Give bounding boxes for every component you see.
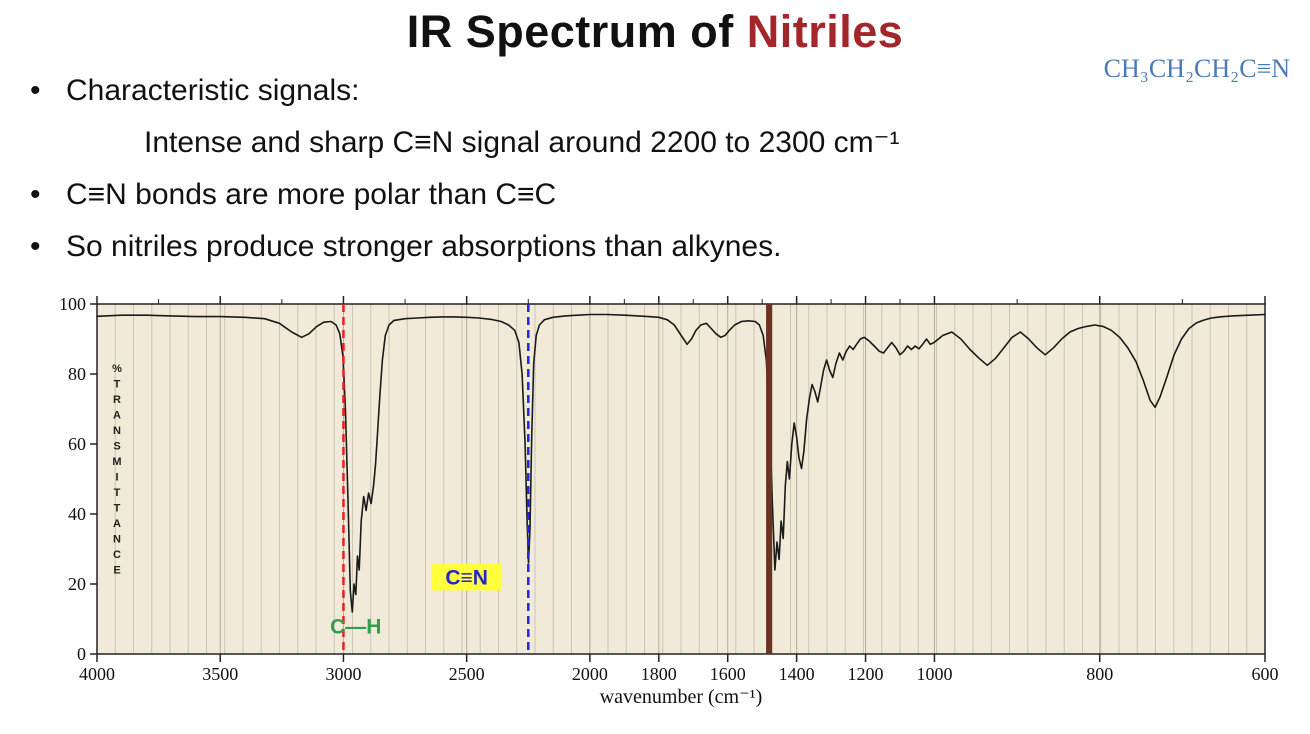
y-tick-label: 100 xyxy=(59,294,86,314)
x-tick-label: 2500 xyxy=(449,664,485,684)
y-axis-title-letter: E xyxy=(113,565,120,577)
x-tick-label: 1000 xyxy=(916,664,952,684)
y-axis-title-letter: S xyxy=(113,441,120,453)
x-tick-label: 800 xyxy=(1086,664,1113,684)
bullet-marker: • xyxy=(30,74,41,107)
y-axis-title-letter: T xyxy=(114,379,121,391)
bullet-subitem: Intense and sharp C≡N signal around 2200… xyxy=(30,120,1310,166)
y-tick-label: 20 xyxy=(68,574,86,594)
title-highlight: Nitriles xyxy=(746,6,904,57)
title-prefix: IR Spectrum of xyxy=(406,6,747,57)
y-axis-title-letter: N xyxy=(113,534,121,546)
y-axis-title-letter: A xyxy=(113,518,121,530)
y-axis-title-letter: C xyxy=(113,549,121,561)
bullet-item: • Characteristic signals: xyxy=(30,68,1310,114)
annotation-c-n-highlight xyxy=(431,563,502,591)
x-tick-label: 3000 xyxy=(325,664,361,684)
x-tick-label: 600 xyxy=(1252,664,1279,684)
annotation-c-h: C—H xyxy=(330,616,381,639)
x-tick-label: 4000 xyxy=(79,664,115,684)
y-tick-label: 40 xyxy=(68,504,86,524)
bullet-marker: • xyxy=(30,230,41,263)
bullet-item: • So nitriles produce stronger absorptio… xyxy=(30,224,1310,270)
y-axis-title-letter: % xyxy=(112,363,122,375)
y-axis-title-letter: A xyxy=(113,410,121,422)
bullet-list: • Characteristic signals: Intense and sh… xyxy=(30,68,1310,270)
y-axis-title-letter: R xyxy=(113,394,121,406)
plot-frame xyxy=(96,303,1266,655)
x-tick-label: 1400 xyxy=(779,664,815,684)
x-tick-label: 2000 xyxy=(572,664,608,684)
y-tick-label: 80 xyxy=(68,364,86,384)
nitrile-formula: CH₃CH₂CH₂C≡N xyxy=(1103,54,1290,83)
page-title: IR Spectrum of Nitriles xyxy=(0,6,1310,58)
annotation-c-n: C≡N xyxy=(445,567,488,590)
x-tick-label: 1200 xyxy=(848,664,884,684)
x-tick-label: 1800 xyxy=(641,664,677,684)
y-tick-label: 0 xyxy=(77,644,86,664)
y-axis-title-letter: M xyxy=(112,456,121,468)
y-axis-title-letter: T xyxy=(114,487,121,499)
y-tick-label: 60 xyxy=(68,434,86,454)
ir-spectrum-chart: 4000 3500 3000 2500 2000 1800 1600 1400 1200 1000… xyxy=(0,292,1310,734)
y-axis-title-letter: N xyxy=(113,425,121,437)
bullet-text: Characteristic signals: xyxy=(66,74,360,107)
bullet-item: • C≡N bonds are more polar than C≡C xyxy=(30,172,1310,218)
bullet-text: Intense and sharp C≡N signal around 2200… xyxy=(144,126,900,159)
y-axis-title-letter: T xyxy=(114,503,121,515)
bullet-text: C≡N bonds are more polar than C≡C xyxy=(66,178,557,211)
x-tick-label: 3500 xyxy=(202,664,238,684)
x-tick-label: 1600 xyxy=(710,664,746,684)
y-axis-title-letter: I xyxy=(115,472,118,484)
bullet-marker: • xyxy=(30,178,41,211)
x-axis-title: wavenumber (cm⁻¹) xyxy=(600,686,763,708)
ir-spectrum-svg: 4000 3500 3000 2500 2000 1800 1600 1400 1200 1000… xyxy=(59,294,1279,708)
bullet-text: So nitriles produce stronger absorptions… xyxy=(66,230,782,263)
